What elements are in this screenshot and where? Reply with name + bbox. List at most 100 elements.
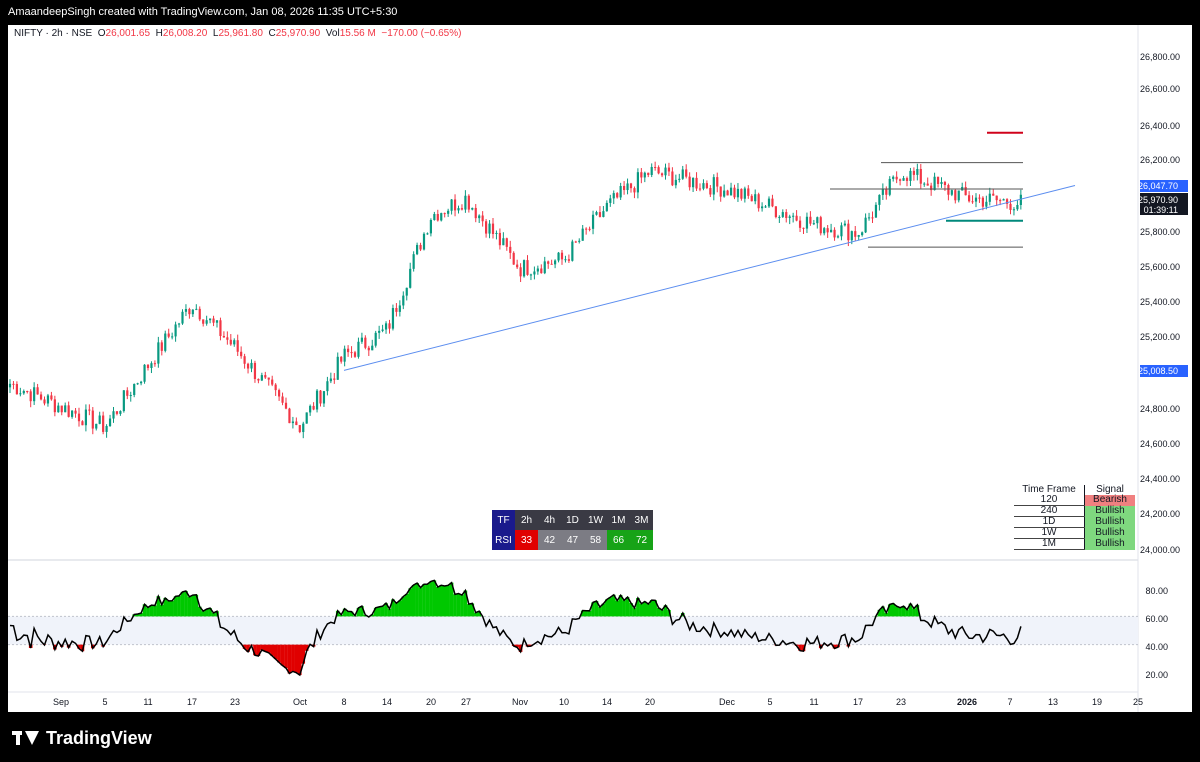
time-axis: Sep 5 11 17 23 Oct 8 14 20 27 Nov 10 14 …	[53, 697, 1143, 707]
time-tick: Sep	[53, 697, 69, 707]
time-tick: Nov	[512, 697, 529, 707]
tradingview-logo[interactable]: TradingView	[12, 728, 152, 748]
candle-body	[888, 178, 891, 195]
price-chart[interactable]: 26,800.00 26,600.00 26,400.00 26,200.00 …	[8, 25, 1192, 712]
time-tick: 7	[1007, 697, 1012, 707]
candle-body	[150, 363, 153, 368]
candle-body	[874, 204, 878, 218]
candle-body	[836, 236, 840, 238]
signal-row-value: Bullish	[1084, 527, 1135, 539]
rsi-tick: 80.00	[1145, 586, 1168, 596]
candle-body	[943, 182, 947, 186]
candle-body	[302, 423, 305, 433]
candle-body	[485, 221, 488, 234]
candle-body	[460, 208, 464, 210]
candle-body	[288, 408, 291, 424]
signal-table: Time Frame Signal 120 Bearish 240 Bullis…	[1014, 485, 1135, 550]
candle-body	[1009, 203, 1012, 210]
candle-body	[988, 193, 991, 202]
candle-body	[736, 188, 740, 198]
candle-body	[108, 418, 112, 427]
candle-body	[605, 202, 608, 212]
high-value: 26,008.20	[162, 28, 208, 39]
candle-body	[236, 340, 239, 352]
candle-body	[550, 263, 553, 265]
candle-body	[757, 194, 760, 209]
trendline	[343, 184, 1076, 371]
candle-body	[43, 399, 46, 404]
candle-body	[322, 391, 326, 404]
candle-body	[588, 228, 591, 230]
candle-body	[905, 178, 909, 181]
candle-body	[233, 340, 236, 345]
candle-body	[315, 390, 319, 410]
candle-body	[602, 211, 605, 217]
signal-row: 1M Bullish	[1014, 538, 1135, 550]
candle-body	[885, 188, 888, 195]
candle-body	[616, 193, 619, 198]
candle-body	[195, 308, 198, 310]
candle-body	[660, 173, 664, 176]
candle-body	[274, 384, 277, 391]
rsi-value-cell: 72	[630, 530, 653, 550]
candle-body	[222, 336, 225, 338]
candle-body	[278, 390, 281, 397]
candle-body	[1002, 199, 1005, 201]
time-tick: 13	[1048, 697, 1058, 707]
candle-body	[64, 405, 67, 413]
change-value: −170.00 (−0.65%)	[381, 28, 462, 39]
candle-body	[464, 195, 467, 210]
candle-body	[381, 329, 384, 331]
candle-body	[102, 415, 105, 432]
time-tick: 23	[896, 697, 906, 707]
signal-row-value: Bullish	[1084, 505, 1135, 517]
candle-body	[557, 252, 560, 261]
candle-body	[509, 246, 512, 253]
price-tick: 26,600.00	[1140, 84, 1180, 94]
candle-body	[215, 320, 219, 323]
candle-body	[919, 168, 922, 184]
time-tick: 5	[767, 697, 772, 707]
last-price-label: 25,970.90	[1138, 195, 1178, 205]
candle-body	[792, 215, 795, 217]
price-tick: 24,800.00	[1140, 404, 1180, 414]
candle-body	[71, 410, 74, 417]
candle-body	[264, 375, 267, 378]
candle-body	[167, 333, 170, 337]
support-resistance-levels	[343, 131, 1076, 371]
candle-body	[881, 188, 884, 195]
candle-body	[140, 381, 143, 384]
candle-body	[412, 254, 415, 269]
last-price-label-bg	[1140, 193, 1188, 215]
candle-body	[77, 413, 81, 422]
candle-body	[867, 217, 871, 219]
candle-body	[471, 207, 474, 210]
candle-body	[8, 383, 12, 388]
candle-body	[143, 364, 146, 382]
candle-body	[260, 375, 263, 381]
candle-body	[629, 183, 633, 189]
candle-body	[191, 309, 194, 315]
rsi-table-header-row: TF 2h 4h 1D 1W 1M 3M	[492, 510, 653, 530]
rsi-axis: 80.00 60.00 40.00 20.00	[1145, 586, 1168, 680]
candle-body	[785, 212, 788, 218]
candle-body	[536, 268, 539, 272]
rsi-table-tf: 1W	[584, 510, 607, 530]
candle-body	[923, 183, 926, 185]
candle-body	[98, 415, 101, 424]
candle-body	[440, 213, 443, 221]
candle-body	[177, 323, 181, 325]
rsi-table-tf: 4h	[538, 510, 561, 530]
candle-body	[761, 206, 764, 209]
open-value: 26,001.65	[105, 28, 151, 39]
candle-body	[723, 190, 726, 197]
rsi-band-fill	[8, 616, 1138, 645]
candle-body	[505, 238, 508, 247]
bar-countdown-label: 01:39:11	[1144, 205, 1178, 215]
candle-body	[650, 166, 653, 175]
signal-row-tf: 1W	[1014, 527, 1085, 539]
candle-body	[402, 295, 405, 306]
candle-body	[343, 348, 346, 362]
candle-body	[326, 381, 329, 392]
time-tick: 23	[230, 697, 240, 707]
